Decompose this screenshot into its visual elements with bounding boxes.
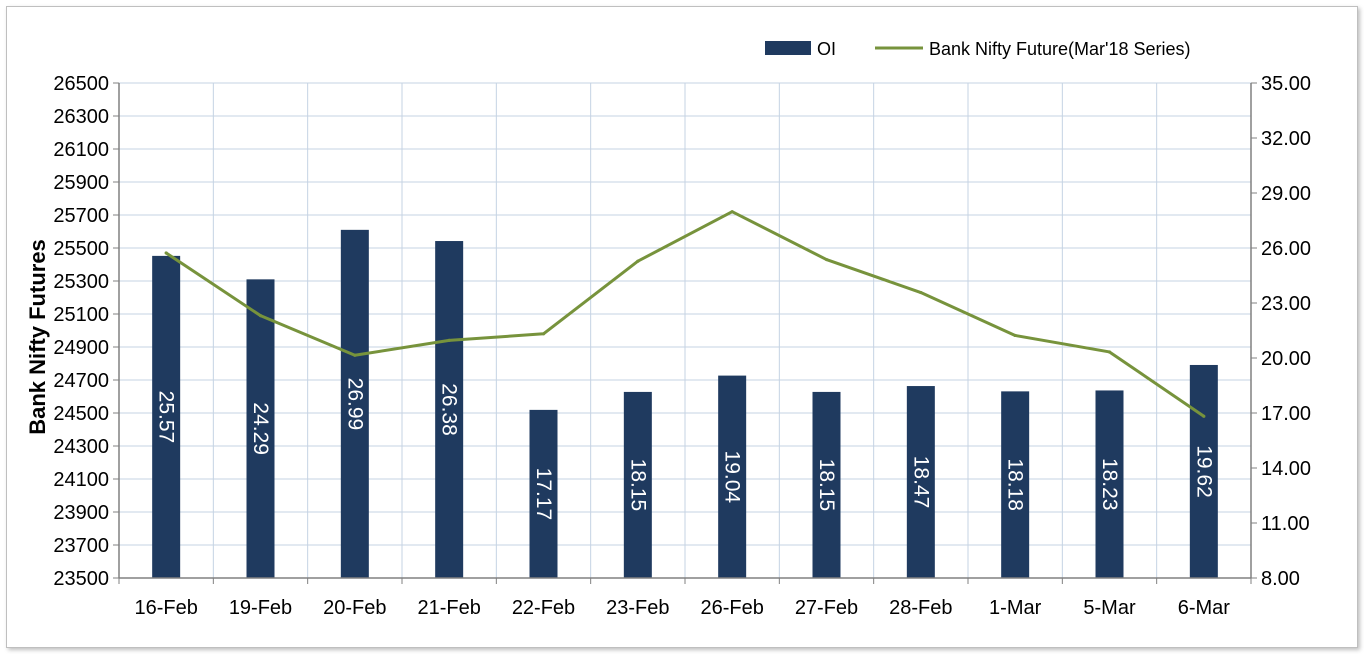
x-tick-label: 21-Feb	[417, 597, 480, 619]
y-axis-title: Bank Nifty Futures	[25, 239, 50, 435]
y-tick-label: 24900	[53, 337, 109, 359]
grid	[119, 83, 1251, 578]
oi-bar-label: 19.04	[721, 451, 744, 504]
oi-bar-label: 18.18	[1004, 458, 1027, 511]
y-tick-label: 25900	[53, 172, 109, 194]
x-tick-label: 19-Feb	[229, 597, 292, 619]
y-tick-label: 25700	[53, 205, 109, 227]
y-tick-label: 26100	[53, 139, 109, 161]
oi-bar-label: 18.23	[1098, 458, 1121, 511]
chart-frame: 25.57 24.29 26.99 26.38 17.17 18.15 19.04 18.15…	[6, 6, 1358, 648]
x-tick-label: 27-Feb	[795, 597, 858, 619]
y2-tick-label: 8.00	[1261, 568, 1300, 590]
y-tick-label: 26300	[53, 106, 109, 128]
bank-nifty-point	[165, 251, 168, 254]
y2-tick-label: 26.00	[1261, 238, 1311, 260]
oi-bar-label: 18.15	[815, 459, 838, 512]
combo-chart: 25.57 24.29 26.99 26.38 17.17 18.15 19.04 18.15…	[7, 7, 1357, 647]
y-tick-label: 23500	[53, 568, 109, 590]
y-tick-label: 23700	[53, 535, 109, 557]
y-tick-label: 25100	[53, 304, 109, 326]
x-tick-label: 22-Feb	[512, 597, 575, 619]
bank-nifty-point	[542, 332, 545, 335]
legend-oi-label: OI	[817, 39, 836, 59]
bank-nifty-point	[353, 354, 356, 357]
bank-nifty-point	[919, 291, 922, 294]
oi-bar-label: 25.57	[155, 391, 178, 444]
oi-bar-label: 17.17	[532, 468, 555, 521]
bank-nifty-point	[636, 260, 639, 263]
x-tick-label: 16-Feb	[134, 597, 197, 619]
oi-bar-label: 19.62	[1192, 445, 1215, 498]
oi-bar-label: 18.47	[909, 456, 932, 509]
oi-bar-label: 26.99	[343, 378, 366, 431]
x-tick-label: 20-Feb	[323, 597, 386, 619]
bank-nifty-point	[731, 210, 734, 213]
legend-oi-swatch	[765, 41, 811, 55]
bank-nifty-point	[1014, 334, 1017, 337]
bank-nifty-point	[448, 339, 451, 342]
y2-tick-label: 14.00	[1261, 458, 1311, 480]
oi-bar-label: 26.38	[438, 383, 461, 436]
bank-nifty-point	[1108, 350, 1111, 353]
bank-nifty-point	[1202, 415, 1205, 418]
y2-tick-label: 29.00	[1261, 183, 1311, 205]
y2-tick-label: 20.00	[1261, 348, 1311, 370]
y-tick-label: 24100	[53, 469, 109, 491]
x-tick-label: 5-Mar	[1083, 597, 1136, 619]
x-tick-label: 23-Feb	[606, 597, 669, 619]
y-tick-label: 24700	[53, 370, 109, 392]
legend-bank-nifty-label: Bank Nifty Future(Mar'18 Series)	[929, 39, 1191, 59]
y-tick-label: 26500	[53, 73, 109, 95]
y-tick-label: 25500	[53, 238, 109, 260]
legend: OI Bank Nifty Future(Mar'18 Series)	[765, 39, 1191, 59]
oi-bar-label: 24.29	[249, 402, 272, 455]
y2-tick-label: 23.00	[1261, 293, 1311, 315]
y-tick-label: 23900	[53, 502, 109, 524]
bank-nifty-point	[259, 314, 262, 317]
y2-tick-label: 11.00	[1261, 513, 1310, 535]
y-tick-label: 24500	[53, 403, 109, 425]
y-tick-label: 25300	[53, 271, 109, 293]
x-tick-label: 6-Mar	[1178, 597, 1231, 619]
y2-tick-label: 32.00	[1261, 128, 1311, 150]
y-tick-label: 24300	[53, 436, 109, 458]
y2-tick-label: 35.00	[1261, 73, 1311, 95]
y2-tick-label: 17.00	[1261, 403, 1311, 425]
x-tick-label: 26-Feb	[700, 597, 763, 619]
bank-nifty-point	[825, 258, 828, 261]
x-tick-label: 1-Mar	[989, 597, 1042, 619]
oi-bar-label: 18.15	[626, 459, 649, 512]
x-tick-label: 28-Feb	[889, 597, 952, 619]
